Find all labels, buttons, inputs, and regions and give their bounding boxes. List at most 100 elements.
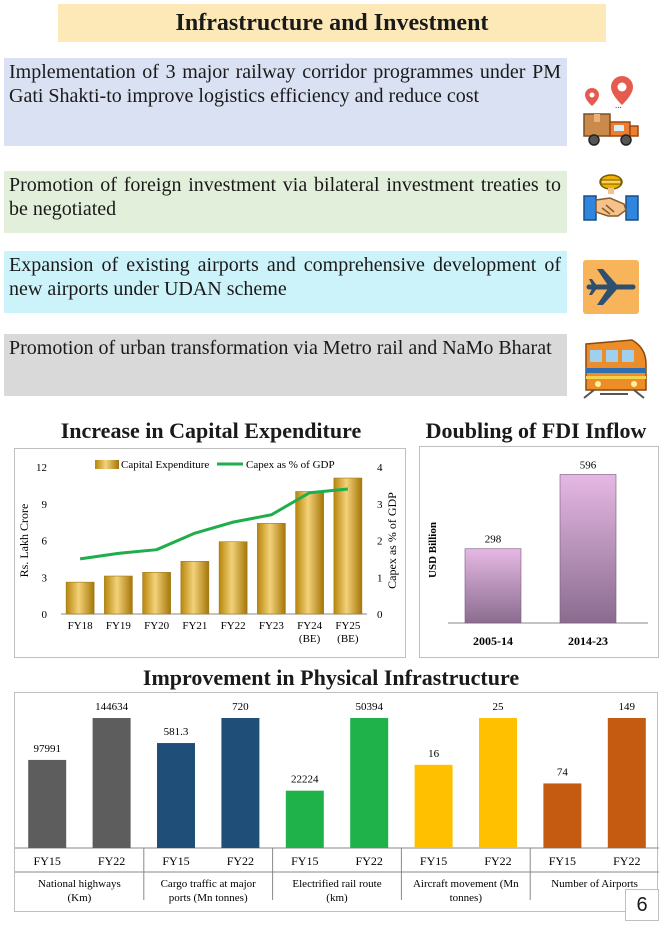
y-tick-label: 9 xyxy=(42,499,48,511)
x-tick-label: FY22 xyxy=(221,620,246,632)
infra-group-label: ports (Mn tonnes) xyxy=(169,892,248,904)
fdi-chart: USD Billion 298 2005-14 596 2014-23 xyxy=(427,459,648,648)
highlight-foreign-investment: Promotion of foreign investment via bila… xyxy=(4,171,567,233)
infra-data-label: 50394 xyxy=(355,701,383,713)
fdi-chart-panel: USD Billion 298 2005-14 596 2014-23 xyxy=(419,446,659,658)
x-tick-label: FY22 xyxy=(98,854,125,868)
x-tick-label: 2005-14 xyxy=(473,634,513,648)
page-title: Infrastructure and Investment xyxy=(175,9,489,36)
infra-data-label: 720 xyxy=(232,701,249,713)
handshake-investment-icon xyxy=(580,170,642,230)
infra-bar xyxy=(157,743,195,848)
highlight-text: Implementation of 3 major railway corrid… xyxy=(9,61,561,107)
metro-train-icon xyxy=(580,334,648,400)
highlight-text: Promotion of urban transformation via Me… xyxy=(9,337,552,359)
y-axis-label: USD Billion xyxy=(427,522,439,578)
svg-text:...: ... xyxy=(615,100,622,110)
infra-data-label: 74 xyxy=(557,766,569,778)
x-tick-label: FY15 xyxy=(291,854,318,868)
y2-tick-label: 3 xyxy=(377,499,383,511)
x-tick-label: FY21 xyxy=(182,620,207,632)
fdi-data-label: 596 xyxy=(580,459,597,471)
y2-tick-label: 1 xyxy=(377,572,383,584)
capex-bar xyxy=(180,561,210,615)
infra-bar xyxy=(92,718,131,848)
infra-group-label: (Km) xyxy=(67,892,91,904)
infra-group-label: tonnes) xyxy=(450,892,483,904)
x-tick-label: FY19 xyxy=(106,620,132,632)
x-tick-label: FY18 xyxy=(68,620,94,632)
highlight-text: Expansion of existing airports and compr… xyxy=(9,254,561,300)
infra-data-label: 25 xyxy=(493,701,505,713)
fdi-data-label: 298 xyxy=(485,534,502,546)
x-tick-label: (BE) xyxy=(337,633,359,645)
page-number: 6 xyxy=(625,889,659,921)
x-tick-label: 2014-23 xyxy=(568,634,608,648)
y2-tick-label: 4 xyxy=(377,462,383,474)
infra-bar xyxy=(479,718,517,848)
fdi-bar xyxy=(464,548,522,624)
y2-tick-label: 0 xyxy=(377,609,383,621)
y2-tick-label: 2 xyxy=(377,536,383,548)
capex-chart-panel: 0 3 6 9 12 0 1 2 3 4 Rs. Lakh Crore Capex as % of G… xyxy=(14,448,406,658)
highlight-railway-corridors: Implementation of 3 major railway corrid… xyxy=(4,58,567,146)
fdi-bar xyxy=(559,474,617,624)
capex-bar xyxy=(104,575,133,615)
capex-bar xyxy=(333,477,363,615)
x-tick-label: FY23 xyxy=(259,620,285,632)
infra-bar xyxy=(28,759,67,848)
x-tick-label: FY15 xyxy=(420,854,447,868)
infra-bar xyxy=(285,790,324,848)
infra-bar xyxy=(350,718,389,848)
x-tick-label: FY22 xyxy=(484,854,511,868)
x-tick-label: (BE) xyxy=(299,633,321,645)
infra-chart-title: Improvement in Physical Infrastructure xyxy=(142,665,520,690)
capex-bar xyxy=(257,523,286,615)
capex-bar xyxy=(142,572,171,615)
highlight-urban-transformation: Promotion of urban transformation via Me… xyxy=(4,334,567,396)
capex-bar xyxy=(218,541,248,615)
infra-data-label: 22224 xyxy=(291,774,319,786)
infra-data-label: 581.3 xyxy=(164,726,189,738)
infra-data-label: 97991 xyxy=(33,743,61,755)
x-tick-label: FY22 xyxy=(613,854,640,868)
x-tick-label: FY22 xyxy=(227,854,254,868)
y2-axis-label: Capex as % of GDP xyxy=(385,492,399,589)
x-tick-label: FY20 xyxy=(144,620,170,632)
infra-chart-panel: 97991 FY15 144634 FY22 National highways (Km)… xyxy=(14,692,659,912)
logistics-truck-icon: ... xyxy=(580,72,642,152)
y-tick-label: 0 xyxy=(42,609,48,621)
airplane-icon xyxy=(580,258,642,316)
x-tick-label: FY15 xyxy=(34,854,61,868)
infra-bar xyxy=(221,718,260,848)
page-title-banner: Infrastructure and Investment xyxy=(58,4,606,42)
highlight-airports: Expansion of existing airports and compr… xyxy=(4,251,567,313)
capex-chart-title: Increase in Capital Expenditure xyxy=(60,418,362,443)
infra-bar xyxy=(414,764,453,848)
y-tick-label: 6 xyxy=(42,536,48,548)
legend-label-bar: Capital Expenditure xyxy=(121,459,209,471)
x-tick-label: FY22 xyxy=(356,854,383,868)
y-tick-label: 12 xyxy=(36,462,47,474)
infra-group-label: Number of Airports xyxy=(551,878,638,890)
capex-bar xyxy=(295,491,324,615)
infra-group-label: National highways xyxy=(38,878,121,890)
x-tick-label: FY15 xyxy=(549,854,576,868)
infra-group-label: Aircraft movement (Mn xyxy=(413,878,519,890)
infra-bar xyxy=(543,783,582,848)
legend-swatch-bar xyxy=(95,460,119,469)
infra-data-label: 16 xyxy=(428,748,440,760)
capex-bar xyxy=(65,581,95,615)
legend-label-line: Capex as % of GDP xyxy=(246,459,335,471)
y-axis-label: Rs. Lakh Crore xyxy=(17,504,31,578)
infra-bar xyxy=(607,718,646,848)
infra-data-label: 144634 xyxy=(95,701,129,713)
x-tick-label: FY25 xyxy=(335,620,361,632)
fdi-chart-title: Doubling of FDI Inflow xyxy=(425,418,647,443)
infra-chart: 97991 FY15 144634 FY22 National highways (Km)… xyxy=(15,701,659,904)
infra-group-label: Electrified rail route xyxy=(292,878,381,890)
infra-group-label: Cargo traffic at major xyxy=(161,878,257,890)
highlight-text: Promotion of foreign investment via bila… xyxy=(9,174,561,220)
y-tick-label: 3 xyxy=(42,572,48,584)
